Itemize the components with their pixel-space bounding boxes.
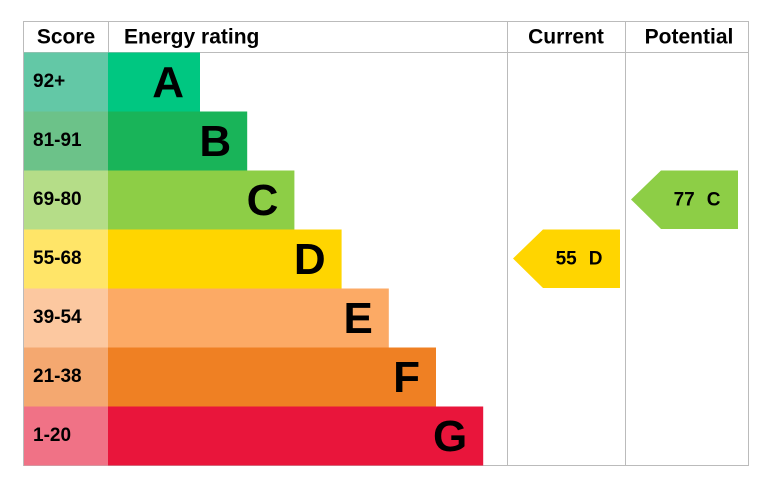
rating-letter: A: [152, 58, 184, 107]
score-label: 21-38: [33, 366, 82, 387]
score-label: 39-54: [33, 307, 82, 328]
rating-letter: D: [294, 235, 326, 284]
potential-arrow: [631, 170, 738, 229]
current-label: 55 D: [556, 248, 603, 269]
score-label: 69-80: [33, 189, 82, 210]
potential-letter: C: [707, 189, 721, 210]
score-label: 1-20: [33, 425, 71, 446]
score-cell: [24, 347, 108, 407]
score-cell: [24, 170, 108, 230]
score-label: 55-68: [33, 248, 82, 269]
header-current: Current: [528, 26, 604, 49]
score-cell: [24, 288, 108, 348]
rating-bar: [108, 229, 342, 289]
header-potential: Potential: [645, 26, 734, 49]
rating-bar: [108, 347, 436, 407]
current-value: 55: [556, 248, 578, 269]
rating-letter: G: [433, 412, 467, 461]
current-letter: D: [589, 248, 603, 269]
header-rating: Energy rating: [124, 26, 259, 49]
rating-letter: B: [199, 117, 231, 166]
rating-bar: [108, 52, 200, 112]
score-label: 92+: [33, 71, 65, 92]
score-cell: [24, 406, 108, 466]
potential-value: 77: [674, 189, 695, 210]
rating-letter: F: [393, 353, 420, 402]
rating-bar: [108, 406, 484, 466]
score-cell: [24, 111, 108, 171]
rating-letter: C: [247, 176, 279, 225]
rating-bar: [108, 111, 248, 171]
potential-label: 77 C: [674, 189, 721, 210]
current-arrow: [513, 229, 620, 288]
score-cell: [24, 229, 108, 289]
rating-bar: [108, 170, 295, 230]
score-label: 81-91: [33, 130, 82, 151]
score-cell: [24, 52, 108, 112]
header-score: Score: [37, 26, 95, 49]
rating-letter: E: [343, 294, 372, 343]
rating-bar: [108, 288, 389, 348]
